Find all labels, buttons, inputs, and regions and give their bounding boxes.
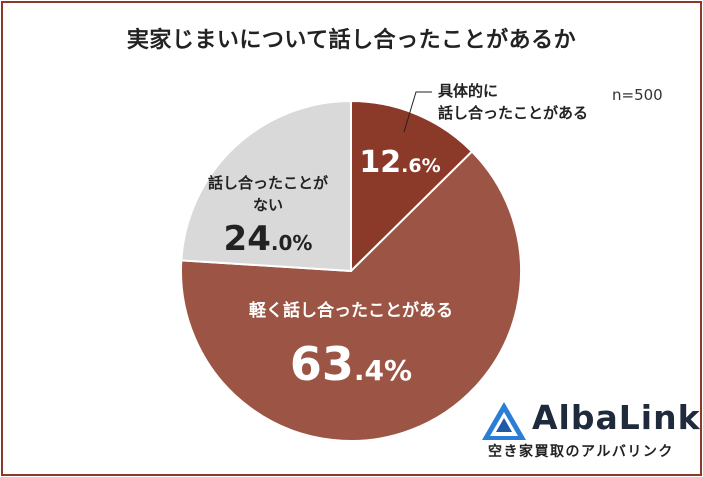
sample-size-note: n=500 [612, 86, 663, 104]
slice-label-1: 具体的に [438, 82, 498, 100]
slice-value-1: 12.6% [359, 145, 440, 180]
slice-label-3: 話し合ったことが [208, 174, 329, 192]
leader-line [403, 91, 432, 133]
pie-slice-2 [180, 150, 522, 442]
slice-value-2: 63.4% [290, 337, 412, 391]
pie-slice-3 [180, 99, 352, 273]
logo-tagline: 空き家買取のアルバリンク [488, 444, 674, 460]
albalink-logo[interactable]: AlbaLink 空き家買取のアルバリンク [482, 398, 700, 468]
slice-label-1: 話し合ったことがある [438, 104, 588, 122]
chart-title: 実家じまいについて話し合ったことがあるか [126, 28, 577, 53]
pie-slice-1 [350, 99, 474, 274]
albalink-logo-icon [482, 402, 526, 440]
slice-label-3: ない [253, 196, 283, 214]
slice-value-3: 24.0% [224, 219, 313, 259]
slice-label-2: 軽く話し合ったことがある [249, 300, 453, 321]
logo-name: AlbaLink [532, 398, 701, 437]
